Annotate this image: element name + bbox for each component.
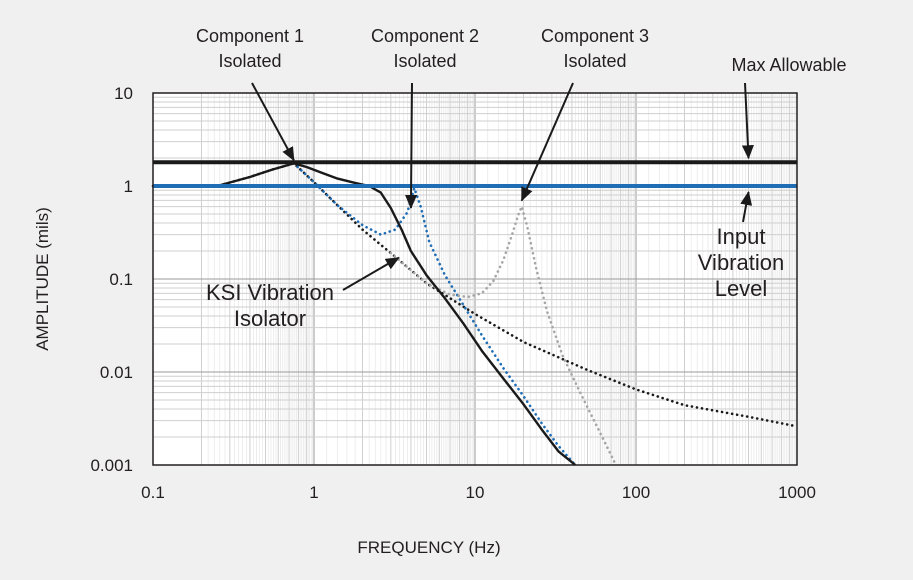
y-tick-label: 0.001 xyxy=(90,456,133,475)
y-tick-label: 1 xyxy=(124,177,133,196)
x-axis-title: FREQUENCY (Hz) xyxy=(357,538,500,557)
annotation-arrow xyxy=(342,256,400,291)
annotation-text: Isolated xyxy=(218,51,281,71)
x-tick-label: 10 xyxy=(466,483,485,502)
annotation-arrow xyxy=(251,82,295,162)
tick-labels: 0.1 1 10 100 1000 0.001 0.01 0.1 1 10 xyxy=(90,84,815,502)
annotation-text: KSI Vibration xyxy=(206,280,334,305)
annotation-arrow xyxy=(741,82,754,160)
annotation-text: Max Allowable xyxy=(731,55,846,75)
annotation-text: Input xyxy=(717,224,766,249)
annotation-text: Component 3 xyxy=(541,26,649,46)
series-layer xyxy=(151,160,799,467)
x-tick-label: 1 xyxy=(309,483,318,502)
y-tick-label: 0.1 xyxy=(109,270,133,289)
annotation-text: Component 2 xyxy=(371,26,479,46)
y-axis-title: AMPLITUDE (mils) xyxy=(33,207,52,351)
y-tick-label: 10 xyxy=(114,84,133,103)
series-line-component-2-isolated xyxy=(292,162,577,467)
annotation-text: Isolator xyxy=(234,306,306,331)
series-line-ksi-vibration-isolator xyxy=(153,162,577,466)
y-tick-label: 0.01 xyxy=(100,363,133,382)
x-tick-label: 100 xyxy=(622,483,650,502)
x-tick-label: 1000 xyxy=(778,483,816,502)
plot-frame xyxy=(152,92,798,466)
annotation-arrow xyxy=(740,191,753,223)
annotation-text: Vibration xyxy=(698,250,784,275)
annotation-component-3-isolated: Component 3 Isolated xyxy=(520,26,649,202)
annotation-arrow xyxy=(520,82,574,202)
x-tick-label: 0.1 xyxy=(141,483,165,502)
annotation-component-1-isolated: Component 1 Isolated xyxy=(196,26,304,162)
annotation-component-2-isolated: Component 2 Isolated xyxy=(371,26,479,209)
annotation-max-allowable: Max Allowable xyxy=(731,55,847,160)
annotation-text: Level xyxy=(715,276,768,301)
annotation-text: Isolated xyxy=(563,51,626,71)
annotation-text: Component 1 xyxy=(196,26,304,46)
annotation-text: Isolated xyxy=(393,51,456,71)
annotation-arrow xyxy=(405,82,418,209)
